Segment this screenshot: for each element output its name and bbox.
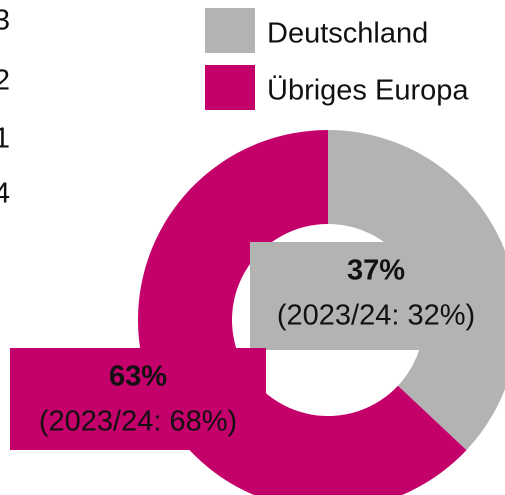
side-text: 1: [0, 123, 10, 155]
side-text: 4: [0, 178, 10, 210]
value-label: 63%: [109, 361, 167, 393]
value-label: 37%: [347, 255, 405, 287]
side-text: 2: [0, 65, 10, 97]
label-box: [10, 348, 266, 450]
side-text: 3: [0, 5, 10, 37]
annotation: (2023/24: 32%): [277, 300, 475, 332]
legend-label: Übriges Europa: [267, 75, 469, 107]
label-box: [250, 242, 502, 350]
annotation: (2023/24: 68%): [39, 406, 237, 438]
legend-label: Deutschland: [267, 18, 428, 50]
legend-swatch: [205, 8, 255, 53]
legend-swatch: [205, 65, 255, 110]
donut-segment: [328, 130, 505, 451]
